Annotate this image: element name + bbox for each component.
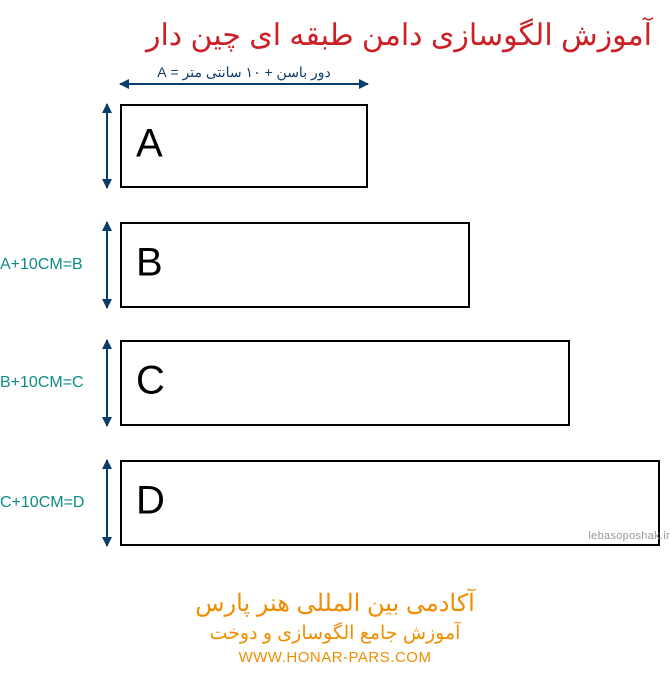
footer: آکادمی بین المللی هنر پارس آموزش جامع ال… [0, 589, 670, 666]
tier-height-arrow-d: C+10CM=D [0, 460, 114, 546]
tier-formula-b: A+10CM=B [0, 256, 83, 274]
tier-height-arrow-c: B+10CM=C [0, 340, 114, 426]
tier-rect-b: B [120, 222, 470, 308]
tier-height-arrow-a [0, 104, 114, 188]
watermark-text: lebasoposhak.ir [588, 530, 670, 542]
tier-formula-c: B+10CM=C [0, 374, 84, 392]
vertical-arrow-icon [106, 340, 108, 426]
vertical-arrow-icon [106, 460, 108, 546]
tier-formula-d: C+10CM=D [0, 494, 84, 512]
tier-rect-c: C [120, 340, 570, 426]
tier-letter-b: B [136, 241, 163, 286]
vertical-arrow-icon [106, 222, 108, 308]
top-horizontal-arrow [120, 83, 368, 85]
footer-url: WWW.HONAR-PARS.COM [0, 649, 670, 666]
tier-letter-d: D [136, 479, 165, 524]
tier-rect-a: A [120, 104, 368, 188]
footer-tagline: آموزش جامع الگوسازی و دوخت [0, 622, 670, 645]
top-measurement: دور باسن + ۱۰ سانتی متر = A [120, 64, 368, 85]
tier-letter-c: C [136, 359, 165, 404]
tier-rect-d: D [120, 460, 660, 546]
tier-height-arrow-b: A+10CM=B [0, 222, 114, 308]
top-measure-label: دور باسن + ۱۰ سانتی متر = A [120, 64, 368, 81]
footer-academy-name: آکادمی بین المللی هنر پارس [0, 589, 670, 618]
tier-letter-a: A [136, 122, 163, 167]
vertical-arrow-icon [106, 104, 108, 188]
page-title: آموزش الگوسازی دامن طبقه ای چین دار [0, 0, 670, 53]
